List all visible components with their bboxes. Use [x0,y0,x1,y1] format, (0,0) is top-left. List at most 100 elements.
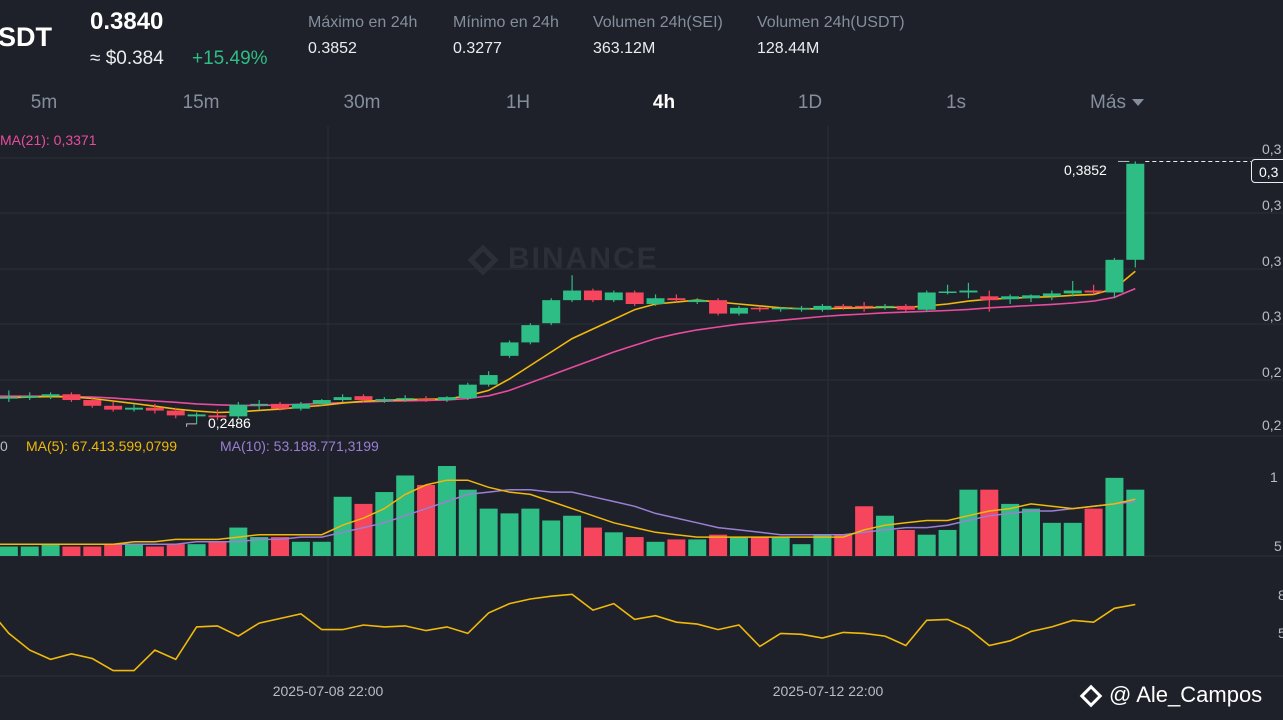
volume-bar [333,496,352,556]
ma7-price-line [0,270,1136,414]
binance-logo-icon [467,244,499,276]
usd-approx-price: ≈ $0.384 [90,48,164,69]
candle-body [959,290,978,293]
candle-body [938,291,957,293]
stat-low-value: 0.3277 [453,40,502,57]
stat-high-label: Máximo en 24h [308,14,418,31]
tab-more-label: Más [1090,92,1126,113]
candle-body [521,325,540,343]
volume-bar [437,466,456,556]
volume-bar [938,529,957,556]
volume-bar [1042,522,1061,556]
author-signature: @ Ale_Campos [1079,682,1262,708]
oscillator-series [0,593,1136,672]
candle-body [333,397,352,401]
stat-volume-base-label: Volumen 24h(SEI) [593,14,723,31]
stat-volume-quote-label: Volumen 24h(USDT) [757,14,905,31]
volume-bar [458,489,477,556]
ma21-legend: MA(21): 0,3371 [0,132,97,148]
price-axis-label: 0,2 [1262,364,1282,380]
candle-body [396,398,415,400]
candle-body [187,414,206,417]
candle-body [375,399,394,401]
candle-body [0,397,18,399]
candle-body [771,307,790,310]
candle-body [1126,163,1145,260]
chevron-down-icon [1131,99,1144,107]
tab-30m[interactable]: 30m [343,92,381,113]
volume-bar [417,484,436,556]
trading-pair: SDT [0,22,52,52]
volume-legend-value: 0 [0,438,8,454]
volume-bar [771,537,790,556]
volume-bar [688,539,707,556]
price-axis-label: 0,3 [1262,253,1282,269]
chart-marks [186,160,1251,427]
current-price-tag: 0,3 [1251,159,1283,183]
candle-body [208,415,227,418]
volume-bar [479,508,498,556]
candle-body [20,396,39,398]
volume-bar [667,539,686,556]
candle-body [729,307,748,314]
volume-axis-label: 1 [1270,469,1278,485]
candle-body [875,305,894,308]
volume-bar [20,546,39,556]
volume-bar [792,544,811,556]
tab-1d[interactable]: 1D [797,92,823,113]
ma5-volume-line [0,479,1136,545]
candle-body [855,305,874,308]
candle-body [813,305,832,310]
ma10-volume-line [0,488,1136,545]
candle-body [792,307,811,310]
volume-bar [1063,522,1082,556]
candle-body [41,394,60,397]
candle-body [1042,293,1061,297]
price-axis-label: 0,3 [1262,141,1282,157]
candle-body [688,300,707,303]
candle-body [1105,259,1124,293]
candle-body [166,410,185,416]
volume-bar [646,541,665,556]
volume-bar [354,503,373,556]
candle-body [667,298,686,301]
chart-grid [0,126,1283,677]
ma21-price-line [0,287,1136,407]
volume-bar [375,492,394,556]
candle-body [62,394,81,401]
candle-body [896,305,915,310]
candle-body [604,292,623,301]
volume-bar [125,544,144,556]
volume-bar [521,508,540,556]
watermark-text: BINANCE [508,242,659,275]
binance-watermark: BINANCE [467,242,659,276]
low-leader-line [186,423,197,427]
volume-bar [834,534,853,556]
volume-bar [1022,508,1040,556]
candle-body [917,292,936,310]
volume-bar [1001,503,1020,556]
candle-body [250,403,269,406]
candle-body [437,397,456,401]
ma10-volume-legend: MA(10): 53.188.771,3199 [220,438,379,454]
oscillator-axis-label: 5 [1278,625,1283,641]
tab-1w[interactable]: 1s [945,92,967,113]
candle-body [229,404,248,417]
tab-15m[interactable]: 15m [182,92,220,113]
volume-bar [1126,489,1145,556]
volume-bar [917,534,936,556]
tab-1h[interactable]: 1H [505,92,531,113]
candle-body [500,342,519,356]
candle-body [563,290,582,301]
tab-more[interactable]: Más [1090,92,1144,114]
tab-5m[interactable]: 5m [30,92,58,113]
candle-body [271,403,290,409]
volume-bar [104,544,123,556]
candle-body [750,307,769,310]
candle-body [417,399,436,401]
volume-bar [959,489,978,556]
last-price: 0.3840 [90,8,164,35]
stat-low-label: Mínimo en 24h [453,14,559,31]
tab-4h[interactable]: 4h [652,92,676,113]
